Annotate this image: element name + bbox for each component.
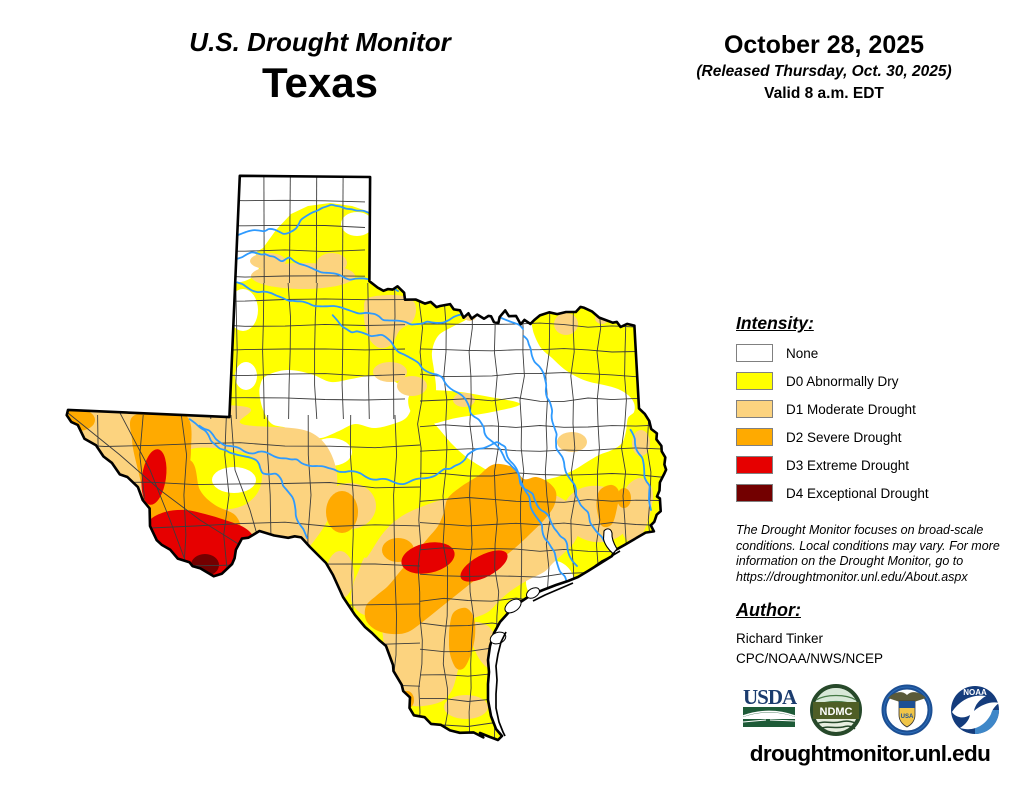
svg-text:USA: USA (901, 714, 914, 720)
svg-text:NOAA: NOAA (963, 688, 987, 697)
svg-text:USDA: USDA (743, 685, 798, 709)
svg-text:NDMC: NDMC (820, 706, 853, 718)
